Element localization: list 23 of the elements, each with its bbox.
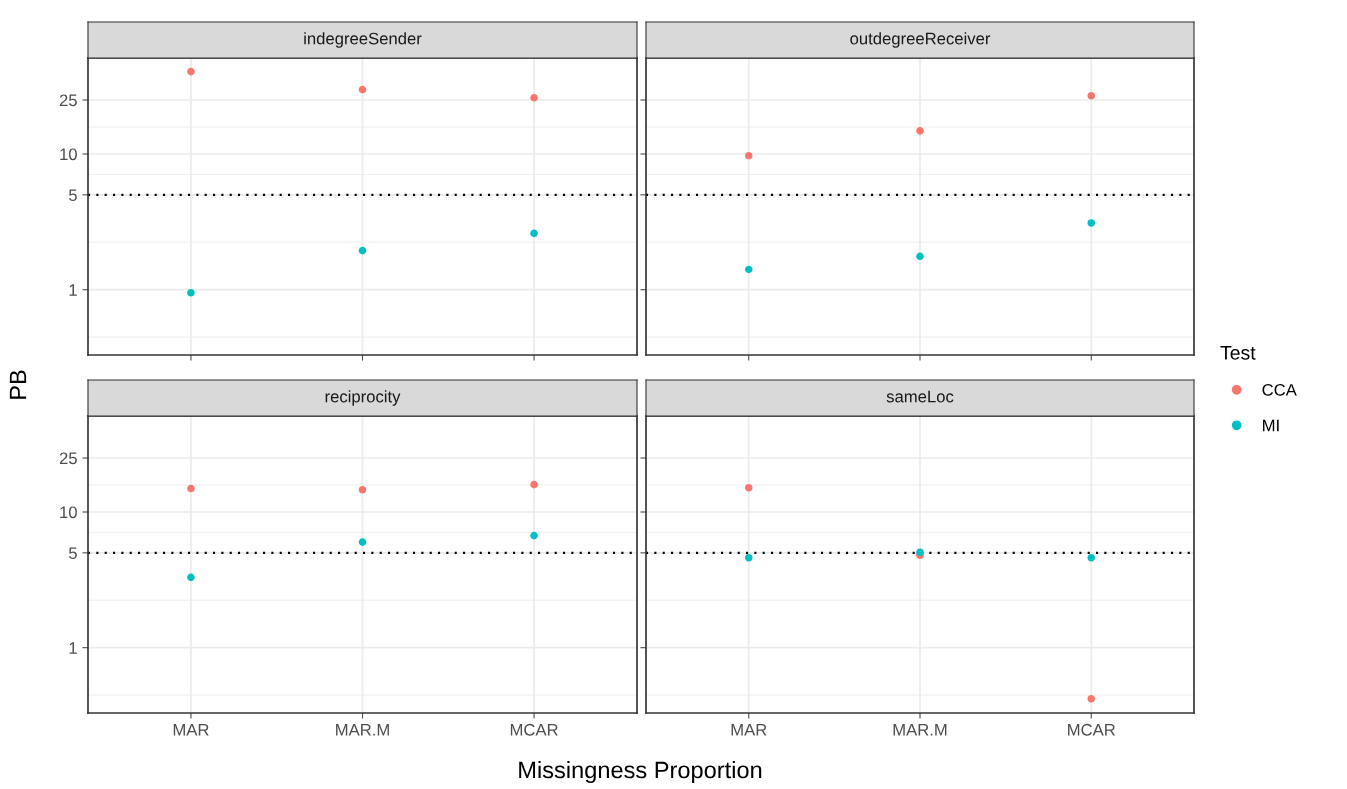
x-axis-title: Missingness Proportion bbox=[519, 760, 762, 784]
y-tick-label: 1 bbox=[69, 284, 77, 296]
x-tick-label: MAR bbox=[731, 724, 767, 736]
x-tick-label: MCAR bbox=[1068, 723, 1116, 736]
y-tick-label: 5 bbox=[68, 547, 77, 560]
chart-title: indegreeSender bbox=[304, 32, 422, 48]
x-tick-label: MAR bbox=[173, 724, 209, 736]
y-tick-label: 25 bbox=[59, 94, 77, 107]
y-tick-label: 10 bbox=[60, 506, 77, 519]
legend-label: MI bbox=[1263, 419, 1279, 432]
y-tick-label: 1 bbox=[69, 642, 77, 654]
y-axis-title: PB bbox=[9, 370, 27, 399]
x-tick-label: MAR.M bbox=[893, 724, 947, 736]
x-tick-label: MAR.M bbox=[336, 724, 389, 736]
y-tick-label: 10 bbox=[60, 148, 77, 161]
chart-title: sameLoc bbox=[886, 390, 954, 403]
chart-title: outdegreeReceiver bbox=[850, 32, 991, 48]
y-tick-label: 5 bbox=[68, 189, 77, 202]
legend-label: CCA bbox=[1262, 383, 1297, 396]
y-tick-label: 25 bbox=[59, 452, 77, 465]
chart-title: reciprocity bbox=[325, 390, 401, 406]
legend-title: Test bbox=[1220, 346, 1256, 360]
x-tick-label: MCAR bbox=[510, 723, 558, 736]
